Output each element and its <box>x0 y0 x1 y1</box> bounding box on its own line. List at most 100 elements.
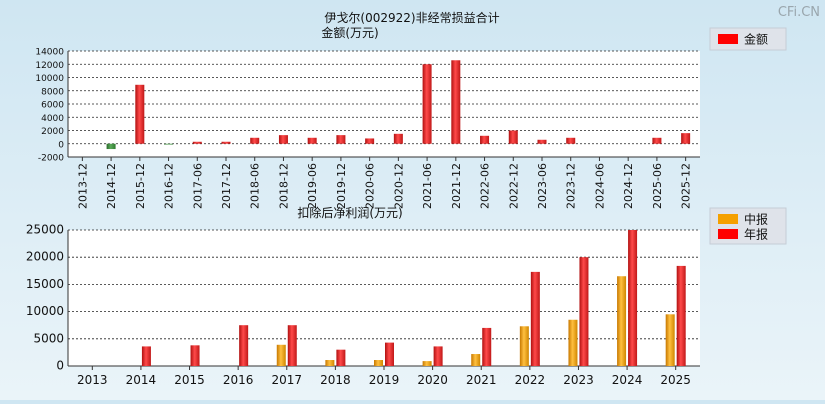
chart1-xtick-label: 2020-12 <box>392 163 405 209</box>
chart1-xtick-label: 2018-12 <box>277 163 290 209</box>
chart1-bar-2022-06 <box>480 135 490 144</box>
chart1-bar-2023-06 <box>537 139 547 144</box>
chart2-bar-annual-2024 <box>628 230 638 366</box>
chart1-ytick-label: 10000 <box>35 74 64 84</box>
chart2-bar-interim-2021 <box>471 354 481 366</box>
chart1-bar-2023-12 <box>566 137 576 144</box>
chart2-xtick-label: 2023 <box>563 373 594 387</box>
chart2-xtick-label: 2016 <box>223 373 254 387</box>
chart1-bar-2025-12 <box>681 133 691 144</box>
chart1-bar-2017-12 <box>221 141 231 144</box>
chart1-legend: 金额 <box>709 27 787 51</box>
chart1-xtick-label: 2023-06 <box>536 163 549 209</box>
chart1-ytick-label: 6000 <box>41 101 64 111</box>
chart1-bar-2020-06 <box>365 138 375 144</box>
chart1-ytick-label: -2000 <box>38 154 64 164</box>
chart2-xtick-label: 2019 <box>369 373 400 387</box>
chart1-ytick-label: 4000 <box>41 114 64 124</box>
chart1-plot: -2000 0 2000 4000 6000 8000 10000 12000 14000 201… <box>35 27 787 209</box>
chart2-ytick-label: 10000 <box>26 304 64 318</box>
chart1-title: 伊戈尔(002922)非经常损益合计 <box>324 10 499 25</box>
chart2-bar-interim-2023 <box>568 319 578 366</box>
chart2-xtick-label: 2021 <box>466 373 497 387</box>
chart2-legend-label: 中报 <box>744 212 768 227</box>
chart1-bar-2018-06 <box>250 137 260 144</box>
chart2-ytick-label: 5000 <box>33 331 64 345</box>
chart2-bar-annual-2021 <box>482 327 492 366</box>
chart2-legend-label: 年报 <box>744 227 768 242</box>
chart2-bar-annual-2025 <box>676 265 686 366</box>
watermark: CFi.CN <box>778 5 820 20</box>
chart2-bar-interim-2025 <box>665 314 675 366</box>
chart2-ytick-label: 0 <box>56 359 64 373</box>
chart1-xtick-label: 2019-12 <box>335 163 348 209</box>
chart1-bar-2017-06 <box>192 141 202 144</box>
chart1-bar-2019-06 <box>307 137 317 144</box>
chart2-bar-annual-2016 <box>239 325 249 366</box>
chart1-xtick-label: 2025-06 <box>651 163 664 209</box>
chart2-title: 扣除后净利润(万元) <box>297 205 402 220</box>
chart2-bar-annual-2017 <box>287 325 297 366</box>
chart2-bar-annual-2022 <box>530 271 540 366</box>
chart1-ytick-label: 14000 <box>35 48 64 58</box>
chart1-xtick-label: 2019-06 <box>306 163 319 209</box>
chart1-subtitle: 金额(万元) <box>321 25 378 40</box>
chart2-xtick-label: 2020 <box>417 373 448 387</box>
chart1-bar-2022-12 <box>508 130 518 144</box>
chart1-bar-2018-12 <box>278 135 288 144</box>
chart1-xtick-label: 2025-12 <box>680 163 693 209</box>
chart2-xtick-label: 2024 <box>612 373 643 387</box>
chart1-xtick-label: 2016-12 <box>163 163 176 209</box>
chart2-xtick-label: 2014 <box>126 373 157 387</box>
chart2-ytick-label: 20000 <box>26 250 64 264</box>
chart1-xtick-label: 2013-12 <box>76 163 89 209</box>
chart2-legend-swatch <box>718 229 738 239</box>
chart1-bar-2021-12 <box>451 60 461 144</box>
chart1-xtick-label: 2022-06 <box>479 163 492 209</box>
chart1-xtick-label: 2020-06 <box>364 163 377 209</box>
chart1-bar-2015-12 <box>135 84 145 144</box>
chart1-bar-2019-12 <box>336 135 346 144</box>
chart1-xtick-label: 2022-12 <box>507 163 520 209</box>
chart2-xtick-label: 2018 <box>320 373 351 387</box>
chart1-bar-2016-12 <box>164 143 174 145</box>
chart1-xtick-label: 2017-06 <box>191 163 204 209</box>
chart1-bar-2021-06 <box>422 64 432 144</box>
chart2-ytick-label: 15000 <box>26 277 64 291</box>
chart1-xtick-label: 2017-12 <box>220 163 233 209</box>
chart1-ytick-label: 0 <box>58 140 64 150</box>
chart1-xtick-label: 2024-12 <box>622 163 635 209</box>
chart1-xtick-label: 2021-06 <box>421 163 434 209</box>
chart2-plot: 0 5000 10000 15000 20000 25000 2013 2014 2015 201… <box>26 207 787 387</box>
chart1-ytick-label: 12000 <box>35 61 64 71</box>
chart1-xtick-label: 2021-12 <box>450 163 463 209</box>
chart2-xtick-label: 2013 <box>77 373 108 387</box>
chart2-bar-annual-2020 <box>433 346 443 366</box>
chart2-xtick-label: 2025 <box>660 373 691 387</box>
chart2-bar-annual-2018 <box>336 349 346 366</box>
chart2-ytick-label: 25000 <box>26 223 64 237</box>
chart2-bar-annual-2019 <box>385 342 394 366</box>
chart2-bar-interim-2019 <box>374 360 383 366</box>
chart2-xtick-label: 2015 <box>174 373 205 387</box>
chart1-bar-2014-12 <box>106 143 116 150</box>
chart1-ytick-label: 2000 <box>41 127 64 137</box>
chart1-ytick-label: 8000 <box>41 87 64 97</box>
chart1-legend-swatch <box>718 34 738 44</box>
chart1-bar-2020-12 <box>393 133 403 144</box>
chart1-bar-2025-06 <box>652 137 662 144</box>
chart2-bar-interim-2024 <box>617 276 627 366</box>
chart2-bar-interim-2017 <box>276 344 286 366</box>
chart1-xtick-label: 2018-06 <box>249 163 262 209</box>
chart2-bar-interim-2020 <box>422 361 432 366</box>
chart1-xtick-label: 2015-12 <box>134 163 147 209</box>
chart2-bar-interim-2022 <box>519 326 529 366</box>
chart2-bar-annual-2014 <box>141 346 151 366</box>
chart1-legend-box <box>709 27 787 51</box>
chart1-xtick-label: 2014-12 <box>105 163 118 209</box>
chart1-legend-label: 金额 <box>744 32 768 47</box>
chart2-legend-swatch <box>718 214 738 224</box>
